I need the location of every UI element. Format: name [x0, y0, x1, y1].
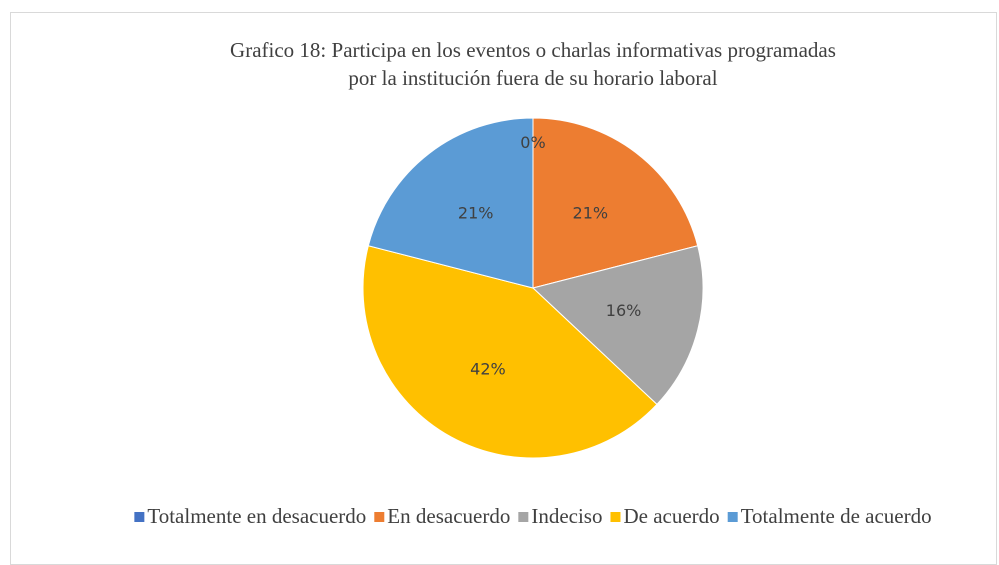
data-label: 42% [470, 359, 506, 378]
legend-swatch [134, 512, 145, 522]
legend-label: Totalmente en desacuerdo [147, 504, 366, 528]
data-label: 21% [573, 204, 609, 223]
legend-swatch [610, 512, 621, 522]
legend-swatch [374, 512, 385, 522]
data-label: 0% [520, 133, 545, 152]
data-label: 21% [458, 204, 494, 223]
legend-label: Totalmente de acuerdo [741, 504, 932, 528]
chart-title: Grafico 18: Participa en los eventos o c… [230, 38, 836, 62]
legend-swatch [518, 512, 529, 522]
pie-slice [531, 245, 704, 406]
pie-slice [532, 117, 699, 289]
legend-label: En desacuerdo [387, 504, 510, 528]
legend-label: De acuerdo [623, 504, 719, 528]
legend-label: Indeciso [531, 504, 602, 528]
data-label: 16% [606, 301, 642, 320]
chart-title: por la institución fuera de su horario l… [348, 66, 717, 90]
pie-slice [367, 117, 534, 289]
pie-slice [362, 245, 658, 459]
legend-swatch [727, 512, 738, 522]
